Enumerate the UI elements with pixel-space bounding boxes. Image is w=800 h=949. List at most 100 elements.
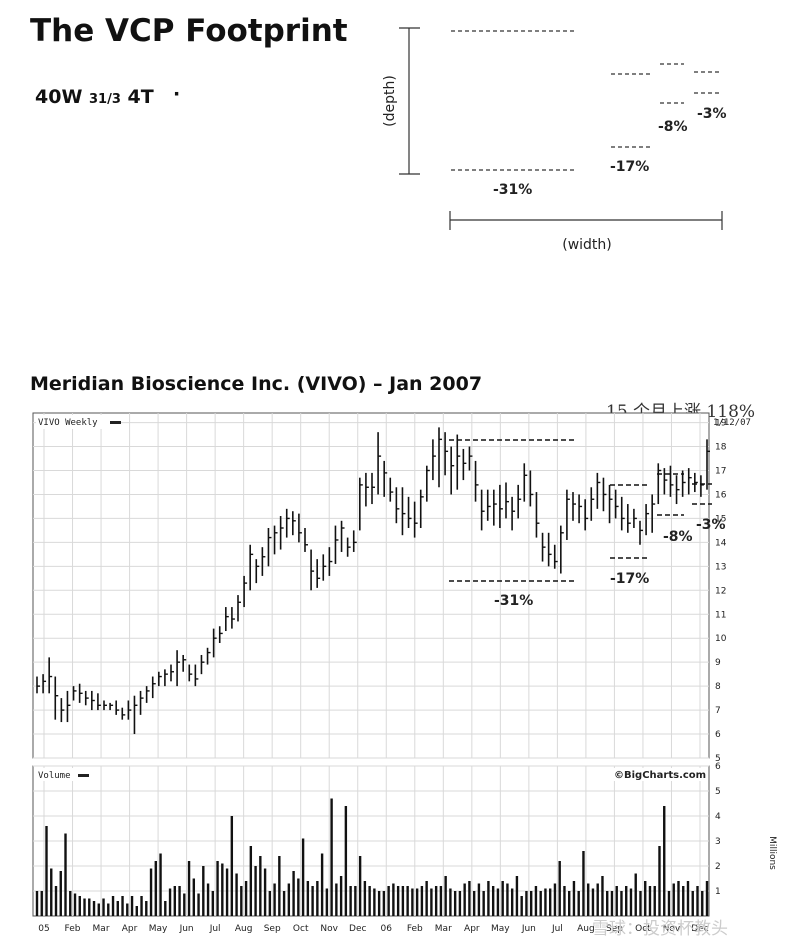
volume-bar [230,816,234,916]
volume-bar [45,826,48,916]
volume-label-bg [36,768,76,781]
price-bar [572,492,576,521]
volume-bar [701,891,704,916]
price-bar [401,487,406,536]
price-bar [438,427,442,488]
price-legend-swatch [110,421,121,424]
price-bar [486,489,491,521]
price-bar [54,676,59,720]
price-bar [91,690,95,711]
volume-bar [173,886,177,916]
price-bar [547,532,552,567]
volume-bar [335,883,338,916]
price-bar [511,496,516,531]
volume-bar [225,868,229,916]
price-tick-label: 13 [715,562,726,572]
price-bar [535,492,540,538]
price-bar [84,690,89,706]
volume-bar [149,868,153,916]
price-bar [170,664,174,682]
price-bar [468,446,473,471]
chart-date: 1/12/07 [713,418,751,428]
price-bar [133,695,138,735]
volume-bar [468,881,471,916]
price-bar [225,607,229,632]
price-bar [261,547,266,576]
price-bar [499,484,503,528]
volume-tick-label: 1 [715,887,721,897]
price-bar [389,477,394,502]
volume-bar [587,883,590,916]
price-bar [566,489,570,540]
volume-bar [107,903,110,916]
price-horizontal-grid [33,422,709,759]
price-tick-label: 18 [715,443,727,453]
volume-bar [202,866,205,916]
price-bar [633,508,637,528]
price-tick-label: 7 [715,706,721,716]
price-bar [578,494,583,524]
price-bar [505,482,509,519]
volume-bar [534,886,538,916]
volume-bar [644,881,647,916]
volume-bar [663,806,666,916]
price-bar [127,700,132,720]
volume-bar [615,886,618,916]
price-bar [115,700,120,715]
volume-bar [273,883,276,916]
month-label: Mar [435,924,452,934]
price-tick-label: 17 [715,467,726,477]
volume-bar [263,868,267,916]
price-bar [365,472,369,507]
price-bar [279,516,284,550]
price-tick-label: 14 [715,538,727,548]
volume-bar [73,893,77,916]
price-bar [97,693,101,711]
volume-bar [705,881,709,916]
volume-unit-label: Millions [767,836,777,870]
volume-bar [102,898,105,916]
chart-c3-pct: -8% [663,529,693,545]
chart-contraction-lines [449,439,712,582]
price-bar [200,654,205,675]
month-label: 06 [381,924,393,934]
panel-label-bg [36,415,118,429]
volume-bar [501,881,504,916]
price-panel: 5 6 7 8 9 10 11 12 13 14 15 16 17 18 19 VIVO Weekly 1/… [32,412,751,764]
volume-bar [425,881,428,916]
price-bar [273,525,278,555]
volume-legend-swatch [78,774,89,777]
volume-bar [64,833,67,916]
volume-bar [610,891,614,916]
price-bar [66,690,71,723]
volume-bar [206,883,210,916]
price-tick-label: 5 [715,754,721,764]
c4-pct: -3% [697,106,727,122]
price-bar [243,575,248,608]
price-bar [608,484,613,524]
price-bar [651,494,656,533]
c3-pct: -8% [658,119,688,135]
price-bar [352,530,357,552]
price-bar [176,650,181,687]
c1-pct: -31% [493,182,532,198]
volume-bar [126,903,129,916]
volume-bar [50,868,53,916]
price-bar [218,626,223,643]
price-bar [304,528,308,552]
price-bar [694,472,698,493]
price-bar [529,470,534,507]
volume-bar [159,853,162,916]
volume-bar [529,891,533,916]
price-bar [145,686,150,703]
volume-bar [482,891,485,916]
volume-bar [211,891,215,916]
volume-bar [368,886,371,916]
month-label: Nov [663,924,681,934]
month-label: Oct [293,924,309,934]
price-bar [432,439,436,481]
volume-bar [121,896,124,916]
volume-bar [221,863,224,916]
volume-bar [344,806,348,916]
